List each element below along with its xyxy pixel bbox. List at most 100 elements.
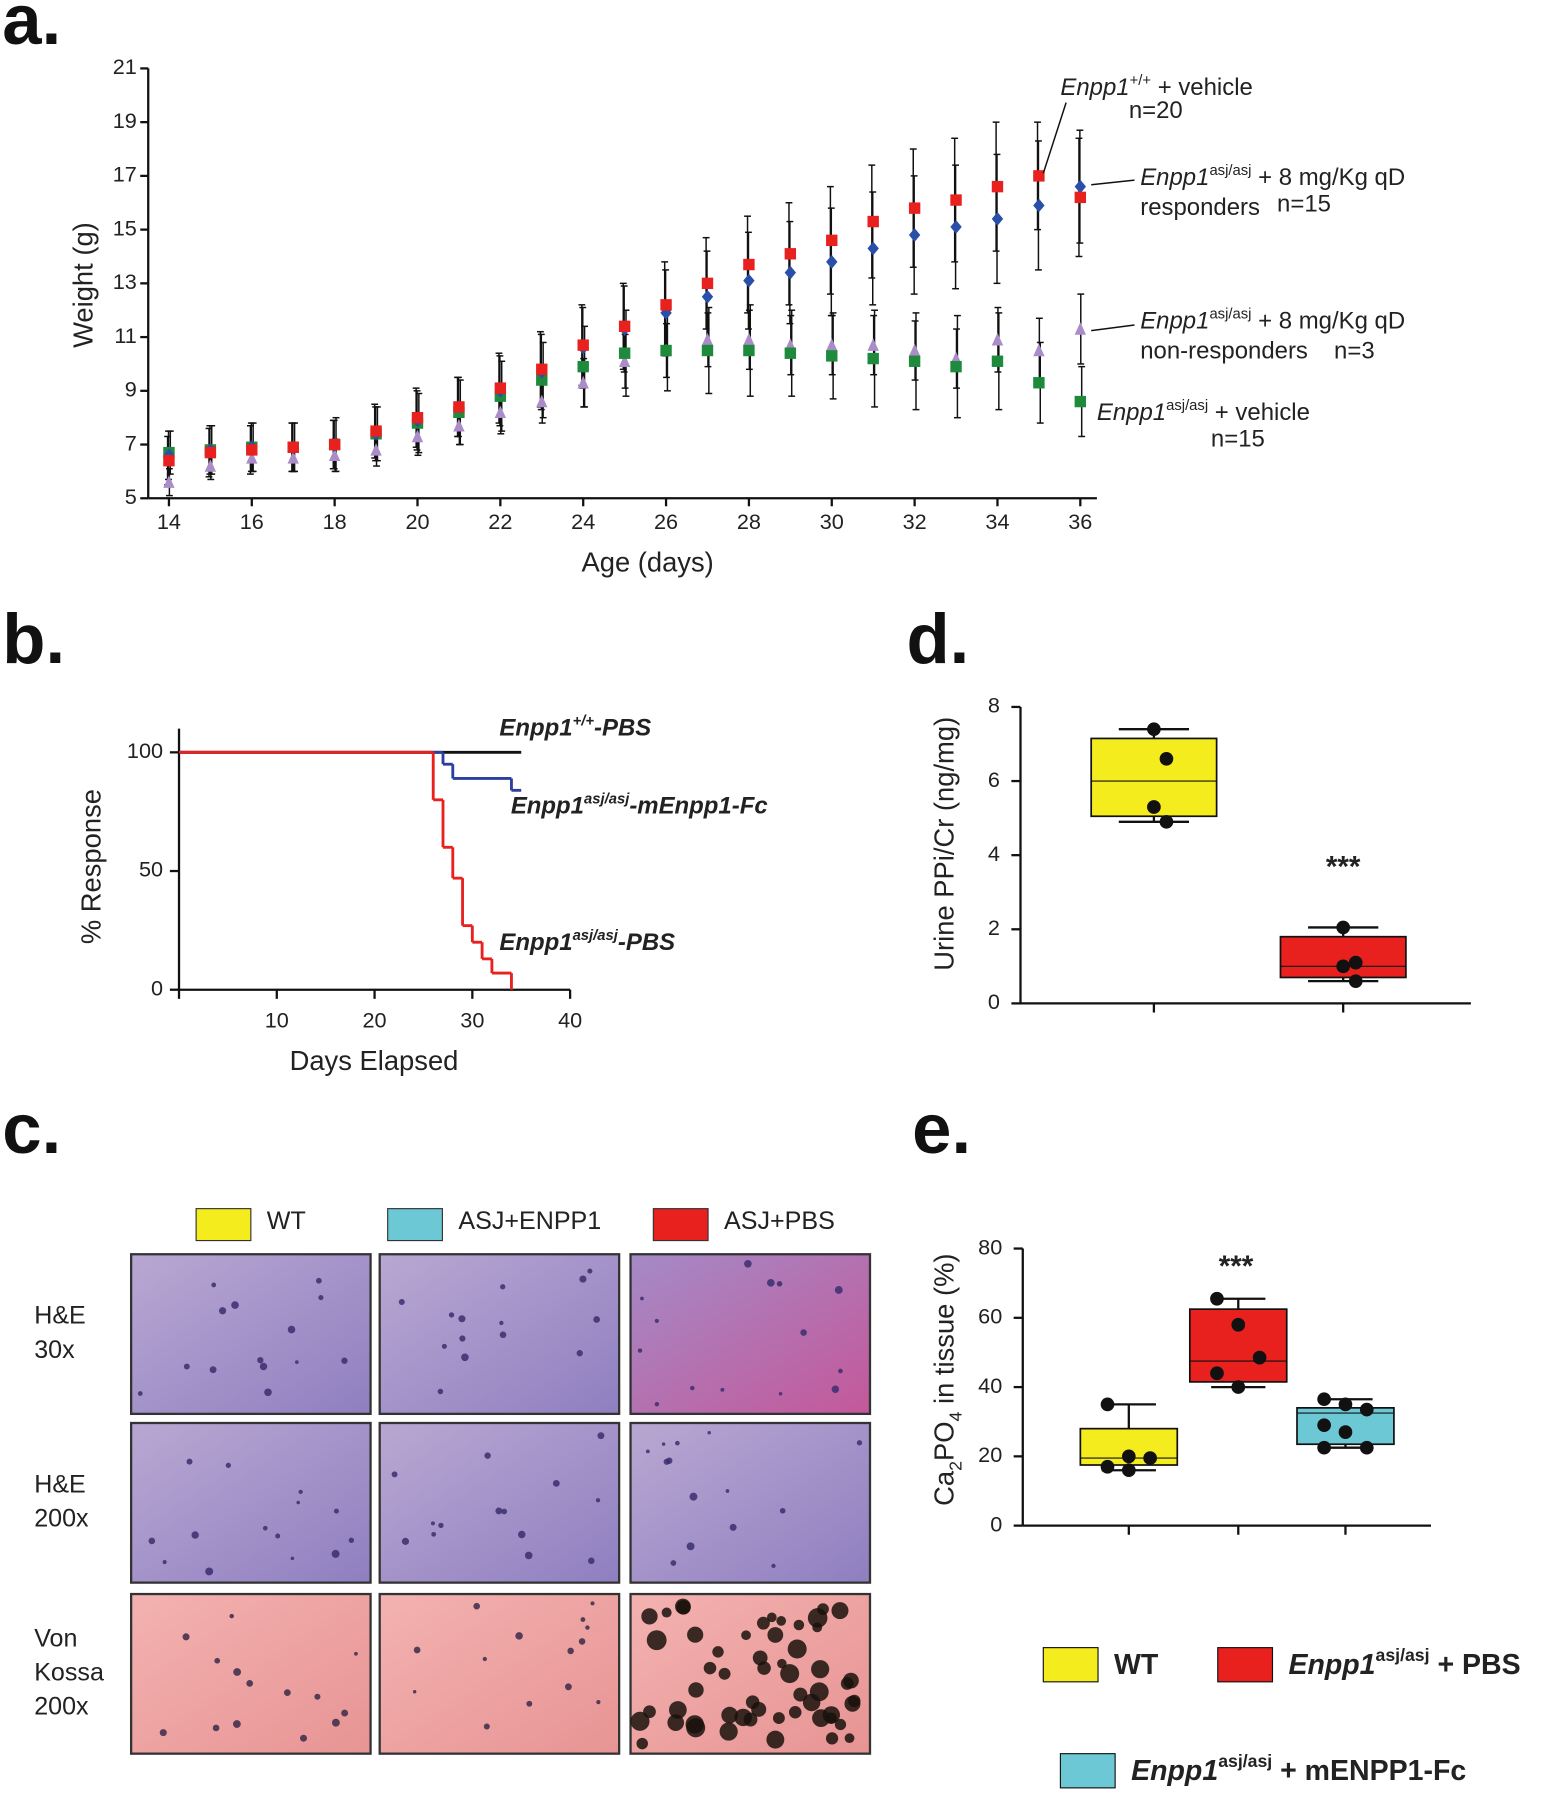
text-part: + 8 mg/Kg qD xyxy=(1251,164,1405,191)
marker xyxy=(1033,198,1045,213)
stain-spot xyxy=(458,1315,466,1323)
marker xyxy=(908,202,921,214)
stain-spot xyxy=(578,1638,586,1645)
stain-spot xyxy=(482,1656,487,1662)
marker xyxy=(701,344,714,357)
stain-spot xyxy=(341,1357,348,1364)
data-point xyxy=(1159,814,1174,829)
y-tick-label: 6 xyxy=(988,767,1000,792)
text-part: asj/asj xyxy=(1209,307,1251,323)
stain-spot xyxy=(788,1706,802,1719)
stain-spot xyxy=(483,1723,490,1730)
stain-spot xyxy=(231,1301,239,1309)
stain-spot xyxy=(834,1718,847,1731)
stain-spot xyxy=(398,1299,405,1306)
y-tick-label: 0 xyxy=(151,975,163,1000)
stain-spot xyxy=(191,1531,199,1539)
stain-spot xyxy=(766,1730,785,1749)
stain-spot xyxy=(687,1626,704,1643)
y-tick-label: 50 xyxy=(139,857,163,882)
stain-spot xyxy=(831,1602,849,1620)
marker xyxy=(784,248,797,260)
stain-spot xyxy=(641,1608,658,1625)
y-tick-label: 0 xyxy=(990,1511,1002,1536)
data-point xyxy=(1143,1451,1157,1465)
stain-spot xyxy=(834,1286,843,1294)
marker xyxy=(246,451,258,464)
stain-spot xyxy=(212,1724,220,1732)
stain-spot xyxy=(637,1348,643,1353)
legend-label: ASJ+ENPP1 xyxy=(458,1207,601,1235)
marker xyxy=(784,265,797,280)
text-part: 2 xyxy=(945,1461,965,1471)
stain-spot xyxy=(718,1667,731,1680)
legend-label: ASJ+PBS xyxy=(724,1207,835,1235)
stain-spot xyxy=(229,1613,234,1619)
stain-spot xyxy=(838,1368,843,1374)
data-point xyxy=(1231,1380,1246,1394)
stain-spot xyxy=(721,1706,738,1724)
panel-label: a. xyxy=(2,0,61,59)
text-part: Enpp1 xyxy=(1140,164,1209,191)
stain-spot xyxy=(595,1498,601,1503)
stain-spot xyxy=(780,1664,800,1684)
stain-spot xyxy=(264,1388,272,1397)
text-part: asj/asj xyxy=(1209,163,1251,179)
series-n: n=20 xyxy=(1129,97,1183,124)
text-part: + 8 mg/Kg qD xyxy=(1251,308,1405,335)
data-point xyxy=(1317,1392,1331,1407)
stain-spot xyxy=(596,1699,601,1705)
marker xyxy=(370,443,382,456)
stain-spot xyxy=(182,1633,190,1641)
row-label: Von xyxy=(34,1624,77,1652)
marker xyxy=(1074,395,1087,408)
y-tick-label: 13 xyxy=(113,269,137,294)
stain-spot xyxy=(793,1687,808,1702)
stain-spot xyxy=(431,1531,437,1537)
stain-spot xyxy=(287,1325,296,1334)
x-tick-label: 20 xyxy=(363,1007,387,1032)
stain-spot xyxy=(518,1530,526,1539)
row-label: Kossa xyxy=(34,1658,104,1686)
series-label: Enpp1asj/asj + vehicle xyxy=(1097,398,1310,426)
stain-spot xyxy=(233,1668,242,1676)
marker xyxy=(867,215,879,228)
stain-spot xyxy=(640,1296,644,1301)
data-point xyxy=(1100,1459,1115,1474)
stain-spot xyxy=(825,1712,837,1724)
stain-spot xyxy=(484,1452,491,1459)
data-point xyxy=(1231,1317,1246,1332)
stain-spot xyxy=(159,1729,167,1737)
stain-spot xyxy=(809,1682,829,1702)
marker xyxy=(328,448,341,461)
significance: *** xyxy=(1326,851,1361,884)
text-part: Enpp1 xyxy=(499,715,572,742)
text-part: +/+ xyxy=(1130,73,1151,89)
text-part: -PBS xyxy=(594,715,651,742)
marker xyxy=(991,332,1004,346)
stain-spot xyxy=(675,1598,691,1615)
text-part: in tissue (%) xyxy=(929,1253,960,1411)
stain-spot xyxy=(284,1689,291,1697)
row-label: 200x xyxy=(34,1693,89,1721)
stain-spot xyxy=(688,1682,704,1698)
stain-spot xyxy=(686,1718,706,1738)
stain-spot xyxy=(663,1458,670,1465)
stain-spot xyxy=(800,1329,807,1336)
data-point xyxy=(1159,751,1174,766)
stain-spot xyxy=(318,1295,324,1301)
stain-spot xyxy=(751,1701,767,1717)
data-point xyxy=(1317,1440,1331,1455)
marker xyxy=(453,418,465,432)
leader-line xyxy=(1042,102,1067,174)
stain-spot xyxy=(524,1551,533,1560)
x-tick-label: 30 xyxy=(460,1007,484,1032)
stain-spot xyxy=(757,1661,771,1675)
marker xyxy=(867,338,879,351)
text-part: 4 xyxy=(945,1411,965,1421)
marker xyxy=(453,401,465,413)
y-tick-label: 19 xyxy=(113,108,137,133)
marker xyxy=(204,446,217,459)
stain-spot xyxy=(564,1683,572,1691)
stain-spot xyxy=(331,1718,340,1727)
